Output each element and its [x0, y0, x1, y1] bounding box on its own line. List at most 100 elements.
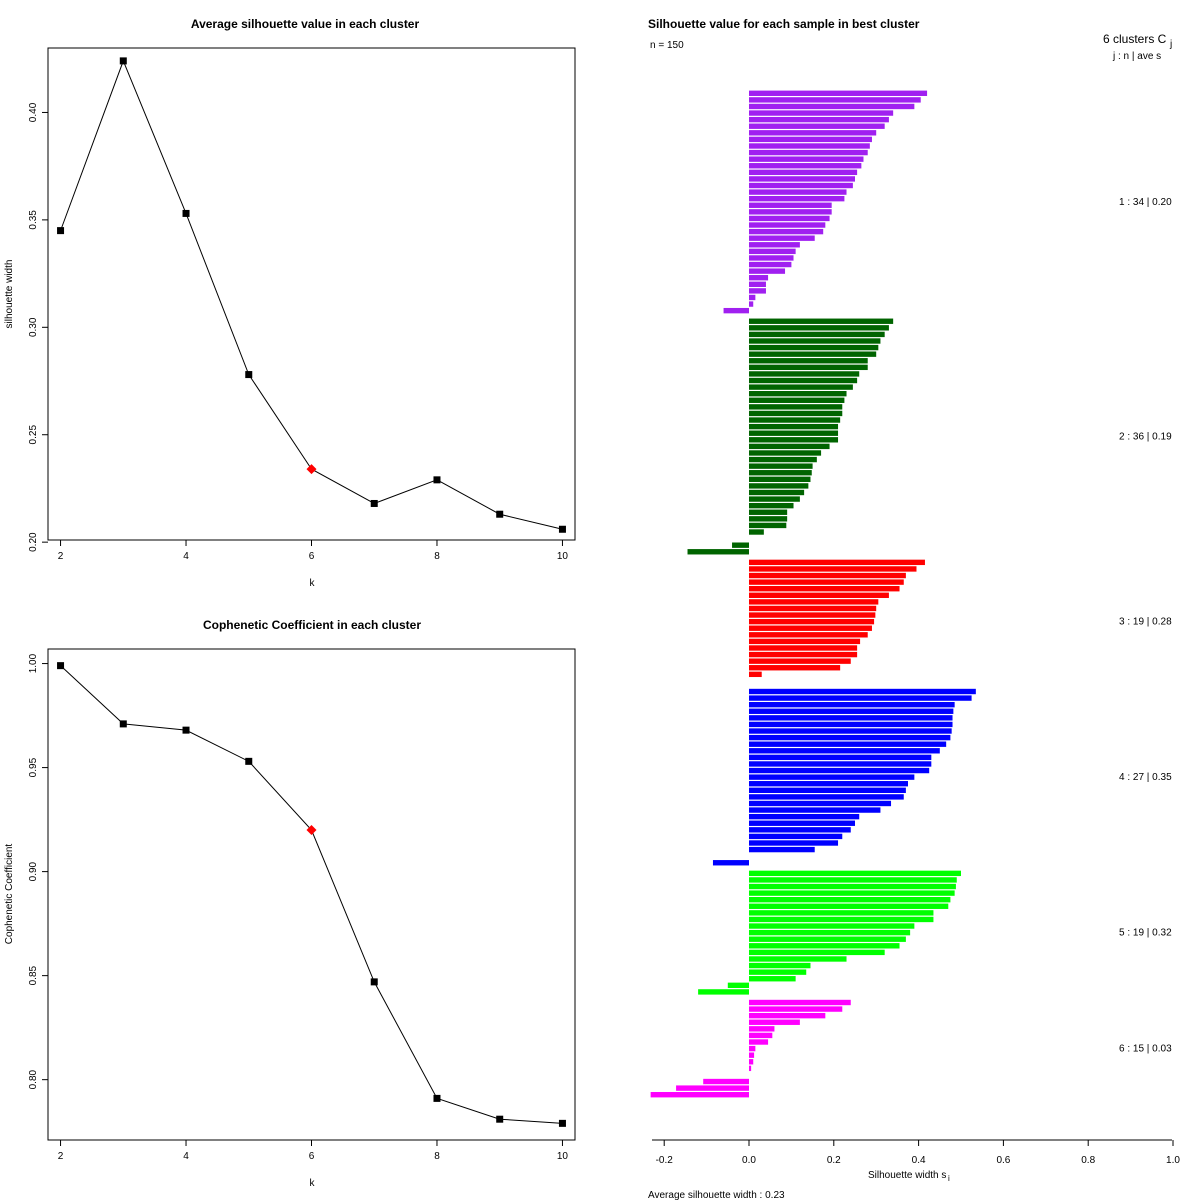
- avg-silhouette-y-axis: 0.20 0.25 0.30 0.35 0.40: [28, 102, 48, 552]
- avg-silhouette-point: [119, 57, 127, 65]
- silhouette-bar-cluster-1: [749, 294, 756, 301]
- silhouette-bar-cluster-4: [749, 820, 855, 826]
- silhouette-bar-cluster-3: [749, 658, 851, 664]
- silhouette-bar-cluster-2: [749, 443, 830, 450]
- cophenetic-title: Cophenetic Coefficient in each cluster: [203, 618, 421, 632]
- avg-silhouette-y-tick-label: 0.20: [28, 532, 39, 552]
- cophenetic-x-tick-label: 6: [309, 1151, 315, 1162]
- silhouette-bar-cluster-2: [749, 338, 881, 344]
- silhouette-bar-cluster-1: [749, 209, 832, 215]
- silhouette-bar-cluster-2: [749, 489, 805, 496]
- silhouette-bar-cluster-4: [749, 840, 839, 846]
- silhouette-bar-cluster-2: [749, 397, 845, 403]
- silhouette-bar-cluster-4: [749, 787, 906, 793]
- silhouette-bar-cluster-6: [749, 1052, 755, 1058]
- silhouette-bar-cluster-3: [749, 632, 868, 638]
- silhouette-bar-cluster-5: [749, 969, 807, 975]
- avg-silhouette-series: [57, 57, 566, 533]
- silhouette-bar-cluster-4: [749, 715, 953, 721]
- silhouette-bar-cluster-1: [749, 261, 792, 268]
- silhouette-bar-cluster-2: [749, 344, 879, 351]
- avg-silhouette-x-axis: 2 4 6 8 10: [58, 540, 568, 562]
- silhouette-bar-cluster-1: [749, 103, 915, 110]
- cophenetic-chart: Cophenetic Coefficient in each cluster k…: [4, 618, 576, 1189]
- silhouette-bar-cluster-1: [749, 275, 769, 281]
- silhouette-plot: Silhouette value for each sample in best…: [648, 17, 1180, 1200]
- cophenetic-plot-frame: [47, 648, 576, 1141]
- avg-silhouette-point: [182, 209, 190, 217]
- avg-silhouette-xlabel: k: [310, 578, 316, 589]
- silhouette-bar-cluster-1: [749, 156, 864, 162]
- silhouette-bar-cluster-1: [749, 90, 928, 96]
- silhouette-bar-cluster-5: [749, 897, 951, 903]
- silhouette-bar-cluster-1: [749, 189, 847, 195]
- avg-silhouette-x-tick-label: 4: [183, 551, 189, 562]
- cluster-label-5: 5 : 19 | 0.32: [1119, 928, 1172, 939]
- silhouette-bar-cluster-4: [749, 754, 932, 761]
- silhouette-x-tick-label: -0.2: [656, 1155, 674, 1166]
- silhouette-bar-cluster-1: [749, 195, 845, 202]
- silhouette-bar-cluster-2: [749, 496, 800, 502]
- avg-silhouette-point: [558, 525, 566, 533]
- silhouette-bar-cluster-4: [749, 741, 947, 747]
- cophenetic-x-axis: 2 4 6 8 10: [58, 1140, 568, 1162]
- silhouette-bar-cluster-1: [749, 215, 830, 222]
- silhouette-x-tick-label: 0.2: [827, 1155, 841, 1166]
- silhouette-bar-cluster-2: [749, 509, 788, 515]
- silhouette-bar-cluster-2: [749, 318, 894, 324]
- silhouette-bar-cluster-5: [749, 976, 796, 982]
- avg-silhouette-x-tick-label: 8: [434, 551, 440, 562]
- silhouette-bar-cluster-1: [749, 242, 800, 248]
- cophenetic-point: [370, 978, 378, 986]
- silhouette-bar-cluster-5: [749, 936, 906, 942]
- silhouette-bar-cluster-2: [749, 529, 764, 535]
- silhouette-bar-cluster-6: [703, 1078, 749, 1085]
- avg-silhouette-point: [370, 499, 378, 507]
- silhouette-bar-cluster-4: [749, 813, 860, 820]
- silhouette-bar-cluster-4: [749, 728, 952, 734]
- cophenetic-y-tick-label: 0.85: [28, 965, 39, 985]
- cophenetic-ylabel: Cophenetic Coefficient: [4, 844, 15, 945]
- silhouette-bar-cluster-5: [698, 989, 749, 995]
- avg-silhouette-chart: Average silhouette value in each cluster…: [4, 17, 576, 589]
- silhouette-bar-cluster-5: [749, 903, 949, 909]
- cophenetic-point: [558, 1119, 566, 1127]
- silhouette-bar-cluster-3: [749, 638, 861, 645]
- silhouette-bar-cluster-1: [749, 116, 889, 123]
- silhouette-bar-cluster-6: [749, 1019, 800, 1025]
- silhouette-bar-cluster-4: [749, 695, 972, 701]
- cophenetic-series: [57, 662, 566, 1127]
- silhouette-bar-cluster-1: [749, 228, 824, 235]
- silhouette-bar-cluster-4: [749, 781, 908, 787]
- silhouette-bar-cluster-2: [749, 384, 853, 390]
- cophenetic-x-tick-label: 2: [58, 1151, 64, 1162]
- silhouette-bar-cluster-5: [749, 962, 811, 969]
- silhouette-bar-cluster-5: [749, 890, 955, 896]
- silhouette-bar-cluster-6: [749, 1039, 769, 1045]
- silhouette-bar-cluster-6: [749, 1065, 752, 1072]
- avg-silhouette-y-tick-label: 0.35: [28, 210, 39, 230]
- silhouette-bar-cluster-6: [749, 999, 851, 1006]
- avg-silhouette-y-tick-label: 0.25: [28, 425, 39, 445]
- silhouette-bar-cluster-4: [749, 833, 843, 840]
- silhouette-bar-cluster-2: [749, 377, 858, 384]
- silhouette-bar-cluster-2: [749, 325, 889, 331]
- silhouette-bar-cluster-4: [749, 800, 892, 807]
- silhouette-bar-cluster-1: [749, 143, 870, 149]
- cophenetic-y-tick-label: 1.00: [28, 653, 39, 673]
- silhouette-bar-cluster-6: [749, 1026, 775, 1032]
- avg-silhouette-ylabel: silhouette width: [4, 260, 15, 329]
- cluster-label-3: 3 : 19 | 0.28: [1119, 617, 1172, 628]
- silhouette-bar-cluster-2: [749, 417, 841, 423]
- silhouette-bar-cluster-3: [749, 592, 889, 598]
- cophenetic-xlabel: k: [310, 1178, 316, 1189]
- avg-silhouette-line: [60, 59, 563, 530]
- silhouette-bar-cluster-1: [749, 97, 921, 103]
- silhouette-x-tick-label: 0.6: [996, 1155, 1010, 1166]
- avg-silhouette-best-k-point: [306, 464, 317, 475]
- silhouette-bar-cluster-2: [687, 549, 749, 555]
- silhouette-x-axis: -0.2 0.0 0.2 0.4 0.6 0.8 1.0: [656, 1140, 1180, 1166]
- silhouette-bar-cluster-2: [749, 450, 822, 456]
- cophenetic-point: [433, 1094, 441, 1102]
- legend-header: 6 clusters C: [1103, 32, 1167, 46]
